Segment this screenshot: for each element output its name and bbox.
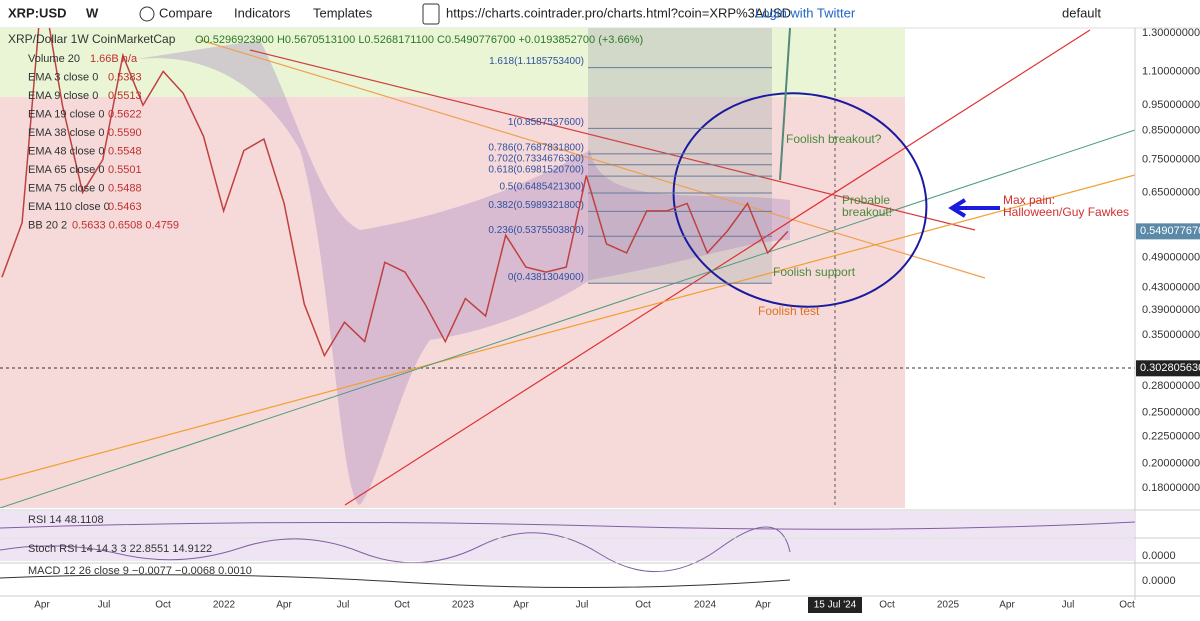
time-label: Jul: [1062, 600, 1075, 611]
stoch-label: Stoch RSI 14 14 3 3 22.8551 14.9122: [28, 543, 212, 555]
legend-label: EMA 3 close 0: [28, 71, 98, 83]
date-tag-text: 15 Jul '24: [814, 600, 857, 611]
price-label: 1.3000000000: [1142, 27, 1200, 39]
legend-value: 0.5488: [108, 182, 142, 194]
price-label: 0.3900000000: [1142, 304, 1200, 316]
annotation: Halloween/Guy Fawkes: [1003, 205, 1129, 219]
annotation: Foolish support: [773, 265, 856, 279]
macd-zero: 0.0000: [1142, 575, 1176, 587]
legend-value: 0.5501: [108, 164, 142, 176]
legend-value: 0.5513: [108, 90, 142, 102]
time-label: 2025: [937, 600, 960, 611]
price-label: 1.1000000000: [1142, 65, 1200, 77]
time-label: Jul: [337, 600, 350, 611]
legend-label: EMA 110 close 0: [28, 201, 110, 213]
fib-label: 0.618(0.6981520700): [488, 165, 584, 176]
time-label: 2024: [694, 600, 717, 611]
annotation: Foolish breakout?: [786, 132, 882, 146]
time-label: Apr: [276, 600, 292, 611]
url[interactable]: https://charts.cointrader.pro/charts.htm…: [446, 5, 791, 20]
annotation: breakout!: [842, 205, 892, 219]
rsi-label: RSI 14 48.1108: [28, 514, 104, 526]
annotation: Probable: [842, 193, 890, 207]
compare-icon: [139, 6, 155, 22]
price-label: 0.1800000000: [1142, 482, 1200, 494]
legend-label: EMA 75 close 0: [28, 182, 104, 194]
time-label: Apr: [34, 600, 50, 611]
price-label: 0.6500000000: [1142, 186, 1200, 198]
price-label: 0.9500000000: [1142, 99, 1200, 111]
time-label: Oct: [155, 600, 171, 611]
compare[interactable]: Compare: [159, 5, 212, 20]
legend-value: 0.5590: [108, 127, 142, 139]
ohlc: O0.5296923900 H0.5670513100 L0.526817110…: [195, 34, 643, 46]
time-label: Oct: [1119, 600, 1135, 611]
toolbar: [0, 0, 1200, 28]
price-label: 0.3500000000: [1142, 329, 1200, 341]
annotation: Foolish test: [758, 304, 820, 318]
legend-label: EMA 48 close 0: [28, 145, 104, 157]
time-label: Apr: [999, 600, 1015, 611]
symbol[interactable]: XRP:USD: [8, 5, 67, 20]
date-tag: [808, 597, 862, 613]
plot: 1.618(1.1185753400) 1(0.8587537600) 0.786(…: [0, 28, 1135, 508]
legend-value: 0.5463: [108, 201, 142, 213]
time-label: Apr: [755, 600, 771, 611]
legend-value: 0.5383: [108, 71, 142, 83]
indicators[interactable]: Indicators: [234, 5, 291, 20]
price-label: 0.8500000000: [1142, 125, 1200, 137]
price-label: 0.4900000000: [1142, 251, 1200, 263]
price-tag-text: 0.5490776700: [1140, 225, 1200, 237]
legend-label: BB 20 2: [28, 219, 67, 231]
time-label: 2023: [452, 600, 475, 611]
time-label: Apr: [513, 600, 529, 611]
interval[interactable]: W: [86, 5, 99, 20]
legend-value: 0.5633 0.6508 0.4759: [72, 219, 179, 231]
time-label: Oct: [635, 600, 651, 611]
fib-label: 1(0.8587537600): [508, 117, 584, 128]
time-label: 2022: [213, 600, 236, 611]
legend-label: EMA 9 close 0: [28, 90, 98, 102]
time-label: Jul: [98, 600, 111, 611]
layout[interactable]: default: [1062, 5, 1101, 20]
camera-icon[interactable]: [422, 3, 440, 25]
price-tag-text: 0.3028056300: [1140, 362, 1200, 374]
price-label: 0.4300000000: [1142, 282, 1200, 294]
macd-label: MACD 12 26 close 9 −0.0077 −0.0068 0.001…: [28, 565, 252, 577]
price-tag: [1136, 223, 1200, 240]
price-line: [1, 28, 789, 358]
fib-label: 0.382(0.5989321800): [488, 200, 584, 211]
templates[interactable]: Templates: [313, 5, 373, 20]
legend-label: Volume 20: [28, 53, 80, 65]
price-tag: [1136, 360, 1200, 377]
annotation: Max pain:: [1003, 193, 1055, 207]
fib-label: 0.786(0.7687831800): [488, 143, 584, 154]
legend-value: 0.5548: [108, 145, 142, 157]
price-label: 0.2500000000: [1142, 406, 1200, 418]
fib-label: 0.5(0.6485421300): [499, 182, 584, 193]
chart-title: XRP/Dollar 1W CoinMarketCap: [8, 32, 176, 46]
fib-label: 0(0.4381304900): [508, 272, 584, 283]
fib-label: 0.236(0.5375503800): [488, 225, 584, 236]
legend-label: EMA 38 close 0: [28, 127, 104, 139]
time-label: Oct: [879, 600, 895, 611]
login[interactable]: Login with Twitter: [755, 5, 856, 20]
price-label: 0.2800000000: [1142, 380, 1200, 392]
legend-label: EMA 65 close 0: [28, 164, 104, 176]
price-label: 0.2250000000: [1142, 431, 1200, 443]
price-label: 0.7500000000: [1142, 153, 1200, 165]
legend-value: 1.66B n/a: [90, 53, 138, 65]
legend-value: 0.5622: [108, 108, 142, 120]
time-label: Jul: [576, 600, 589, 611]
stoch-zero: 0.0000: [1142, 550, 1176, 562]
fib-label: 0.702(0.7334676300): [488, 153, 584, 164]
price-label: 0.2000000000: [1142, 458, 1200, 470]
legend-label: EMA 19 close 0: [28, 108, 104, 120]
fib-label: 1.618(1.1185753400): [489, 56, 584, 67]
time-label: Oct: [394, 600, 410, 611]
